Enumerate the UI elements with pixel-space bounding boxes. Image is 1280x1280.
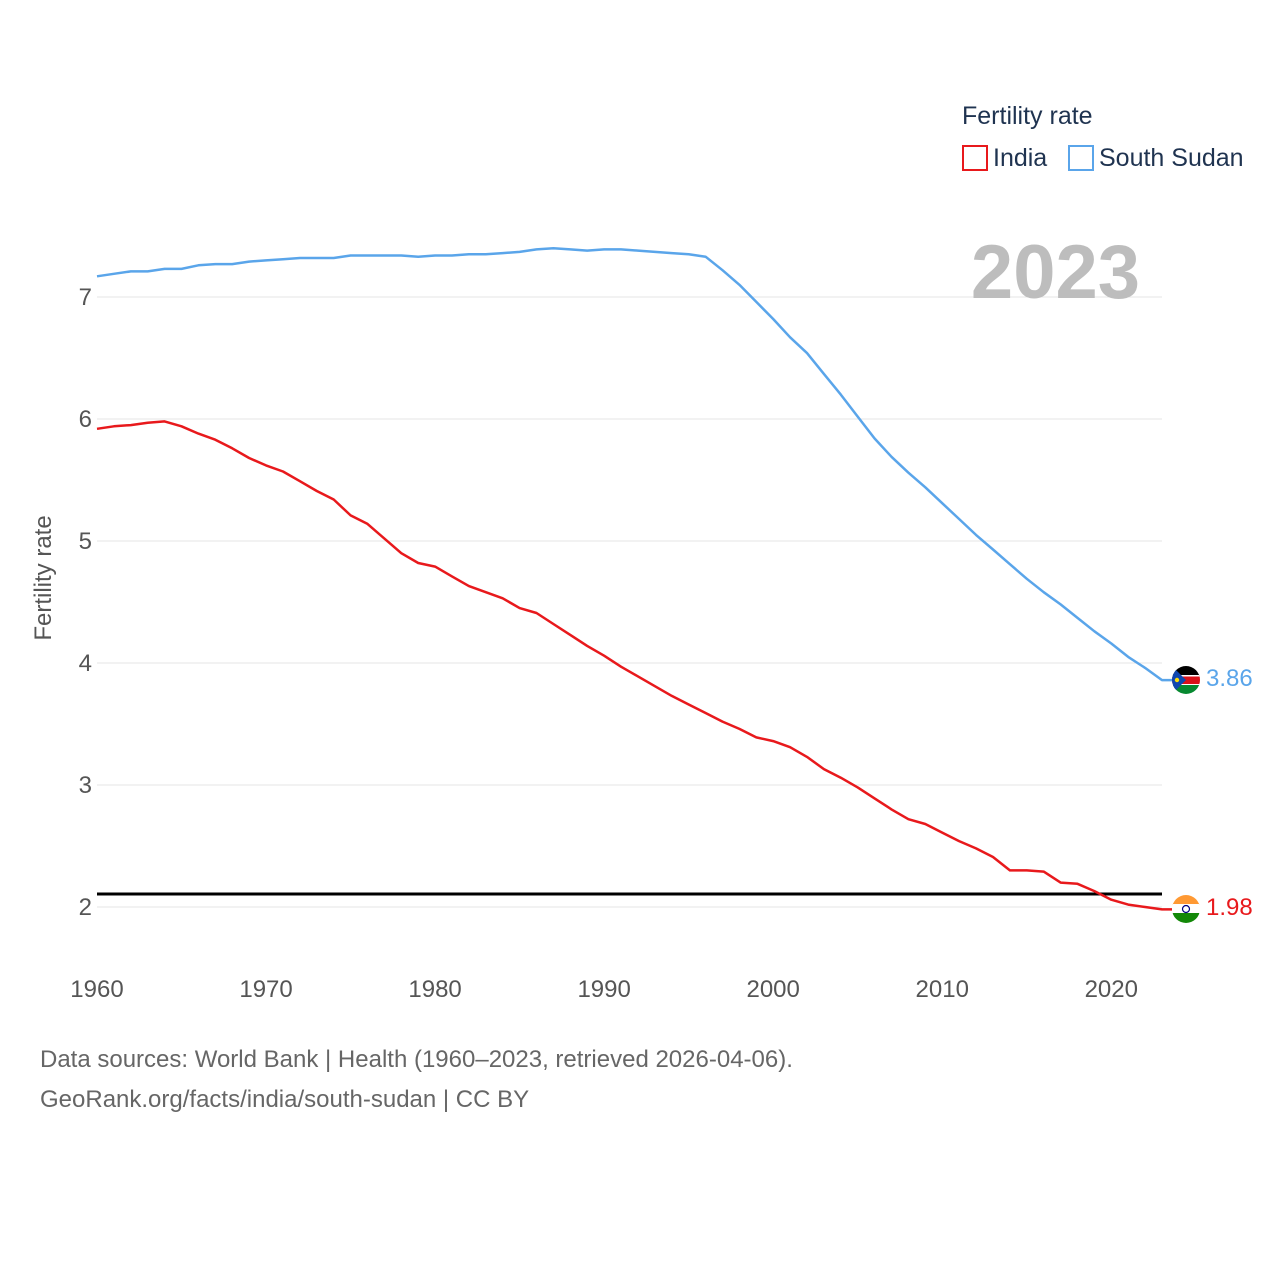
- y-tick-label: 7: [79, 284, 92, 311]
- y-tick-label: 5: [79, 528, 92, 555]
- year-watermark: 2023: [971, 230, 1140, 315]
- legend-item-south-sudan[interactable]: South Sudan: [1068, 144, 1244, 172]
- x-tick-label: 1970: [239, 976, 292, 1003]
- x-tick-label: 1990: [577, 976, 630, 1003]
- series-lines: [96, 246, 1172, 911]
- footer: Data sources: World Bank | Health (1960–…: [40, 1040, 793, 1120]
- series-line-india[interactable]: [96, 420, 1172, 911]
- legend-label-south-sudan: South Sudan: [1099, 144, 1244, 172]
- india-flag-icon: [1172, 895, 1200, 923]
- legend-swatch-south-sudan: [1068, 145, 1094, 171]
- y-axis-title: Fertility rate: [30, 515, 57, 640]
- end-value-south-sudan: 3.86: [1206, 665, 1253, 692]
- x-tick-label: 2010: [916, 976, 969, 1003]
- end-value-india: 1.98: [1206, 894, 1253, 921]
- legend-title: Fertility rate: [962, 102, 1093, 130]
- x-tick-labels: 1960 1970 1980 1990 2000 2010 2020: [70, 976, 1138, 1003]
- legend-label-india: India: [993, 144, 1047, 172]
- legend: Fertility rate India South Sudan: [962, 102, 1244, 172]
- line-chart: 2 3 4 5 6 7 1960 1970 1980 1990 2000 2010 2020 Fert…: [30, 102, 1253, 1003]
- series-line-south-sudan[interactable]: [96, 246, 1172, 682]
- legend-swatch-india: [962, 145, 988, 171]
- y-tick-labels: 2 3 4 5 6 7: [79, 284, 92, 921]
- x-tick-label: 2020: [1085, 976, 1138, 1003]
- x-tick-label: 2000: [746, 976, 799, 1003]
- footer-sources: Data sources: World Bank | Health (1960–…: [40, 1046, 793, 1073]
- legend-item-india[interactable]: India: [962, 144, 1047, 172]
- footer-link[interactable]: GeoRank.org/facts/india/south-sudan | CC…: [40, 1086, 530, 1113]
- y-gridlines: [97, 296, 1162, 908]
- y-tick-label: 6: [79, 406, 92, 433]
- x-tick-label: 1960: [70, 976, 123, 1003]
- y-tick-label: 4: [79, 650, 92, 677]
- x-tick-label: 1980: [408, 976, 461, 1003]
- y-tick-label: 3: [79, 772, 92, 799]
- south-sudan-flag-icon: [1172, 666, 1200, 694]
- y-tick-label: 2: [79, 894, 92, 921]
